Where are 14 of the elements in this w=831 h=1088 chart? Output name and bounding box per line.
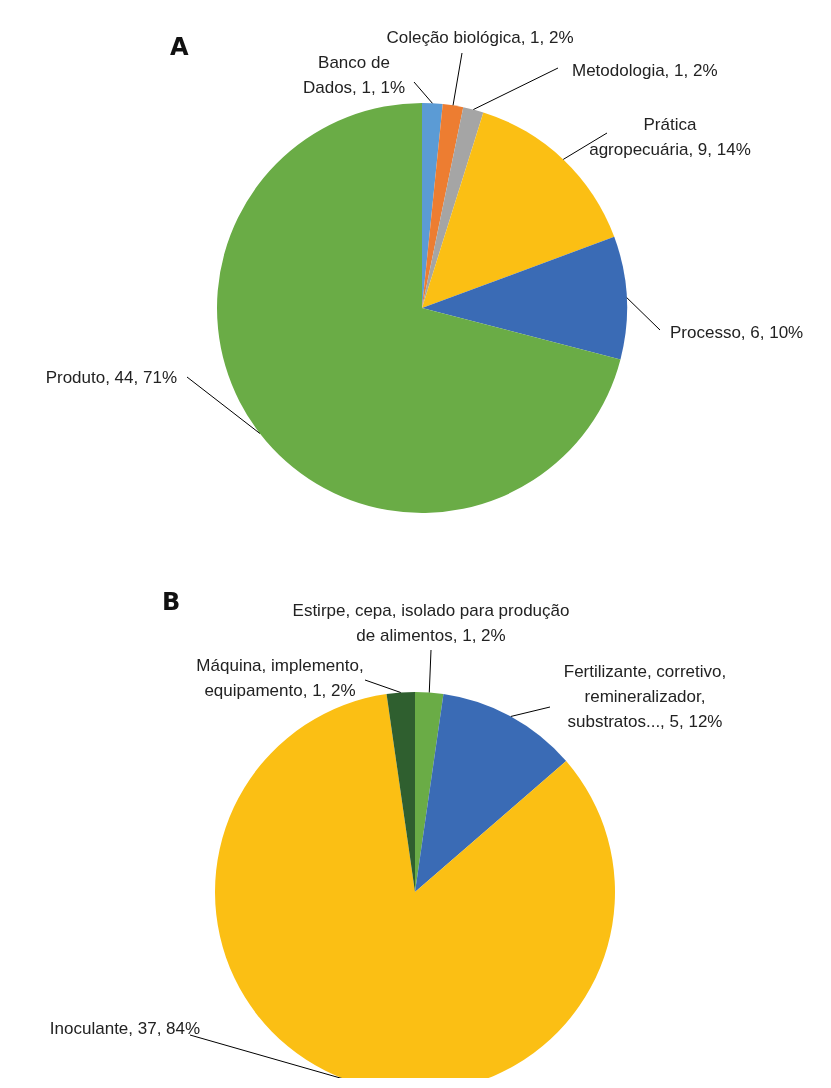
slice-label: Produto, 44, 71% bbox=[45, 368, 177, 387]
chart-title: A bbox=[170, 33, 189, 61]
slice-label: Fertilizante, corretivo, remineralizador, substratos..., 5, 12% bbox=[563, 662, 727, 731]
pie-slice bbox=[422, 236, 627, 360]
slice-label: Inoculante, 37, 84% bbox=[49, 1019, 201, 1038]
slice-label: Estirpe, cepa, isolado para produção de alimentos, 1, 2% bbox=[292, 601, 570, 645]
chart-title: B bbox=[162, 588, 181, 616]
slice-label: Prática agropecuária, 9, 14% bbox=[589, 115, 751, 159]
slice-label: Metodologia, 1, 2% bbox=[572, 61, 718, 80]
pie-slice bbox=[422, 104, 464, 308]
slice-label: Banco de Dados, 1, 1% bbox=[302, 53, 406, 97]
slice-label: Máquina, implemento, equipamento, 1, 2% bbox=[196, 656, 364, 700]
slice-label: Coleção biológica, 1, 2% bbox=[386, 28, 574, 47]
slice-label: Processo, 6, 10% bbox=[670, 323, 804, 342]
